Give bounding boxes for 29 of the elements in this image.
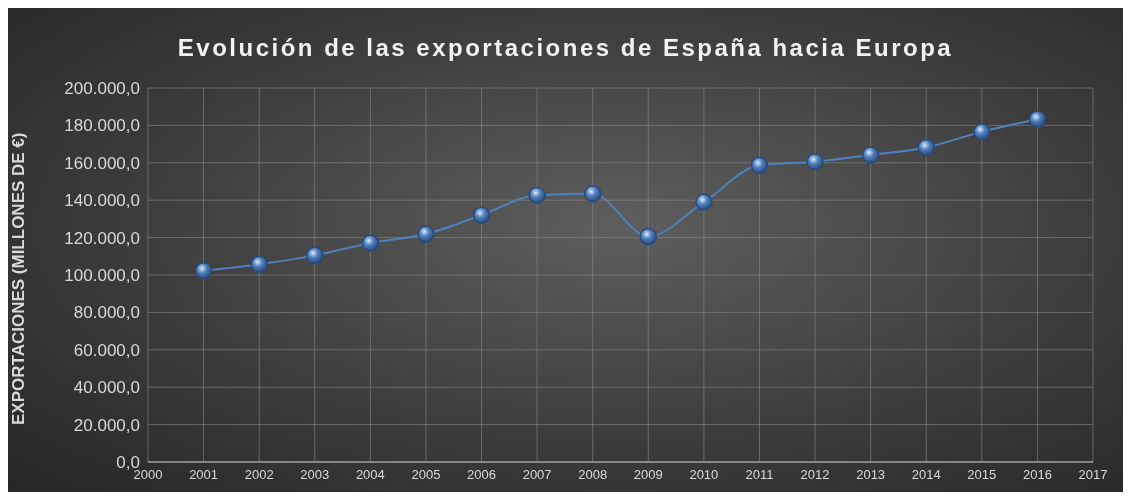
- y-tick-label: 40.000,0: [73, 378, 140, 398]
- x-tick-label: 2012: [800, 467, 830, 483]
- x-tick-label: 2007: [522, 467, 552, 483]
- y-tick-label: 180.000,0: [64, 116, 140, 136]
- x-tick-label: 2014: [911, 467, 941, 483]
- y-tick-label: 100.000,0: [64, 266, 140, 286]
- y-tick-label: 160.000,0: [64, 153, 140, 173]
- y-tick-label: 80.000,0: [73, 303, 140, 323]
- x-tick-label: 2004: [355, 467, 385, 483]
- x-tick-label: 2006: [467, 467, 496, 483]
- x-tick-label: 2013: [856, 467, 886, 483]
- x-tick-label: 2016: [1022, 467, 1052, 483]
- y-axis-title: EXPORTACIONES (MILLONES DE €): [9, 132, 29, 425]
- chart-title: Evolución de las exportaciones de España hacia Europa: [176, 34, 955, 62]
- x-tick-label: 2001: [189, 467, 219, 483]
- y-tick-label: 60.000,0: [73, 340, 140, 360]
- x-tick-label: 2010: [689, 467, 719, 483]
- x-tick-label: 2008: [578, 467, 608, 483]
- x-tick-label: 2005: [411, 467, 441, 483]
- y-tick-label: 200.000,0: [64, 79, 140, 99]
- x-tick-label: 2009: [633, 467, 663, 483]
- y-tick-label: 140.000,0: [64, 191, 140, 211]
- x-tick-label: 2003: [300, 467, 330, 483]
- y-tick-label: 20.000,0: [73, 415, 140, 435]
- y-tick-label: 120.000,0: [64, 228, 140, 248]
- x-tick-label: 2017: [1078, 467, 1108, 483]
- x-tick-label: 2015: [967, 467, 997, 483]
- x-tick-label: 2002: [244, 467, 274, 483]
- x-tick-label: 2011: [745, 467, 774, 483]
